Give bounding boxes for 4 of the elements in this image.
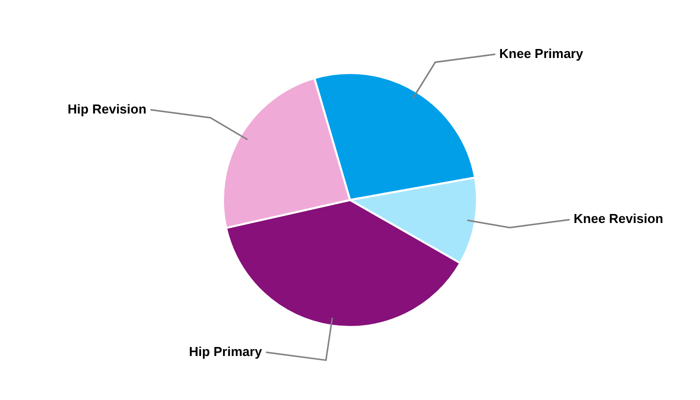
slice-label: Knee Primary xyxy=(499,46,584,61)
slice-label: Hip Revision xyxy=(68,101,146,116)
slice-label: Hip Primary xyxy=(188,344,263,359)
slice-label: Knee Revision xyxy=(574,211,664,226)
